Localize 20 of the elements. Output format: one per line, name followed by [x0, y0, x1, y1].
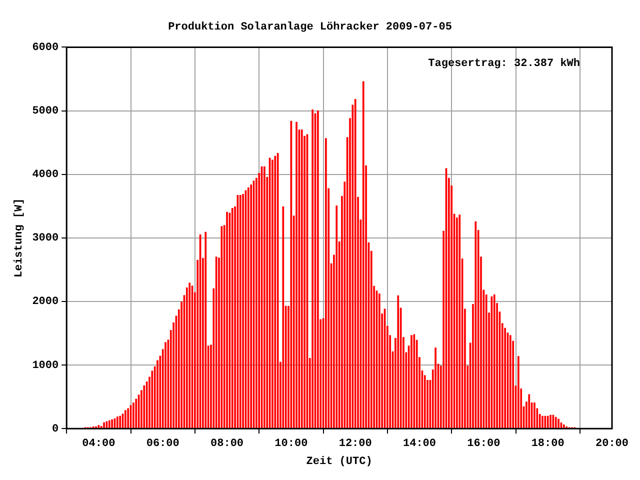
- y-tick-label: 6000: [32, 42, 59, 54]
- chart-title: Produktion Solaranlage Löhracker 2009-07-05: [168, 21, 452, 34]
- y-tick-label: 3000: [32, 232, 59, 245]
- x-tick-label: 12:00: [338, 438, 372, 450]
- y-tick-label: 0: [52, 423, 59, 436]
- x-tick-label: 16:00: [467, 438, 500, 450]
- y-tick-label: 1000: [32, 360, 59, 372]
- x-tick-label: 18:00: [531, 438, 564, 450]
- y-tick-label: 4000: [32, 169, 59, 182]
- x-tick-label: 20:00: [595, 438, 629, 450]
- x-tick-label: 14:00: [403, 438, 436, 450]
- x-tick-label: 10:00: [274, 438, 308, 450]
- y-tick-label: 5000: [32, 106, 59, 118]
- x-tick-label: 04:00: [82, 438, 116, 450]
- x-tick-label: 06:00: [146, 438, 180, 450]
- y-tick-label: 2000: [32, 296, 59, 308]
- y-axis-title: Leistung [W]: [13, 198, 26, 278]
- x-tick-label: 08:00: [210, 438, 244, 450]
- x-axis-title: Zeit (UTC): [306, 456, 372, 468]
- annotation: Tagesertrag: 32.387 kWh: [428, 58, 580, 70]
